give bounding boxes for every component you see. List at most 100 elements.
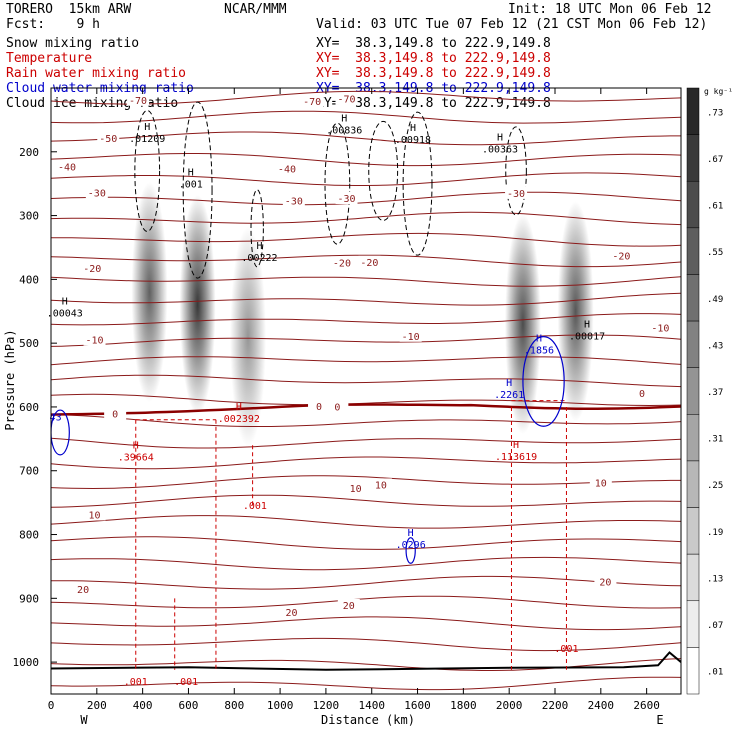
snow-max-value: .01209 (129, 134, 165, 145)
colorbar-segment (686, 460, 700, 508)
isotherm-line (51, 536, 681, 550)
cloud-water-contour (405, 537, 416, 564)
temperature-label-bg (335, 191, 358, 204)
x-tick-label: 1600 (404, 699, 431, 712)
snow-max-value: .00043 (47, 309, 83, 320)
snow-max-value: .00017 (569, 332, 605, 343)
temperature-label-bg (335, 92, 358, 105)
y-tick-label: 600 (19, 401, 39, 414)
cloud-water-max-value: .0296 (396, 540, 426, 551)
temperature-label: -70 (303, 97, 321, 108)
isotherm-line (51, 153, 681, 167)
snow-max-marker: H (410, 123, 416, 134)
snow-max-value: .00836 (326, 125, 362, 136)
isotherm-line (51, 515, 681, 529)
temperature-label: 0 (639, 389, 645, 400)
isotherm-line (51, 110, 681, 124)
temperature-label: -30 (337, 194, 355, 205)
field-xy-temperature: XY= 38.3,149.8 to 222.9,149.8 (316, 51, 551, 66)
snow-shading-column (179, 194, 216, 415)
colorbar-segment (686, 414, 700, 462)
isotherm-line (51, 334, 681, 347)
rain-max-marker: H (133, 441, 139, 452)
cloud-water-max-marker: H (536, 334, 542, 345)
temperature-label: -40 (58, 163, 76, 174)
y-tick-label: 200 (19, 146, 39, 159)
isotherm-line (51, 191, 681, 206)
snow-max-marker: H (584, 320, 590, 331)
isotherm-line (51, 637, 681, 652)
temperature-label-bg (610, 249, 633, 262)
isotherm-line (51, 456, 681, 470)
temperature-label: -30 (285, 197, 303, 208)
rain-max-marker: H (513, 440, 519, 451)
snow-max-marker: H (341, 113, 347, 124)
cloud-water-max-marker: H (408, 528, 414, 539)
temperature-label: 10 (375, 480, 387, 491)
temperature-label-bg (589, 476, 612, 489)
snow-shading-column (131, 182, 168, 403)
temperature-label-bg (330, 256, 353, 269)
isotherm-line (51, 393, 681, 407)
freezing-level-line (51, 403, 681, 416)
temperature-label-bg (72, 583, 95, 596)
temperature-label: -70 (129, 96, 147, 107)
colorbar-label: .55 (707, 248, 723, 258)
east-endpoint: E (656, 713, 663, 727)
cloud-water-max-value: .1856 (524, 346, 554, 357)
snow-max-value: .00222 (241, 253, 277, 264)
colorbar-label: .07 (707, 621, 723, 631)
colorbar-segment (686, 600, 700, 648)
temperature-label: 20 (77, 585, 89, 596)
colorbar-label: .49 (707, 295, 723, 305)
temperature-label-bg (282, 194, 305, 207)
temperature-label-bg (83, 333, 106, 346)
x-tick-label: 200 (87, 699, 107, 712)
org-label: NCAR/MMM (224, 2, 287, 17)
snow-dashed-contour (182, 101, 213, 279)
temperature-label: -10 (402, 332, 420, 343)
temperature-label: -20 (83, 264, 101, 275)
colorbar-label: .25 (707, 481, 723, 491)
isotherm-line (51, 211, 681, 226)
temperature-label-bg (56, 160, 79, 173)
plot-frame (50, 87, 682, 695)
field-xy-snow: XY= 38.3,149.8 to 222.9,149.8 (316, 36, 551, 51)
temperature-label: 10 (350, 484, 362, 495)
rain-max-marker: H (236, 402, 242, 413)
isotherm-line (51, 437, 681, 449)
snow-dashed-contour (505, 126, 527, 216)
temperature-label: -50 (99, 134, 117, 145)
temperature-label-bg (301, 95, 324, 108)
colorbar-segment (686, 227, 700, 275)
isotherm-line (51, 292, 681, 306)
valid-time: Valid: 03 UTC Tue 07 Feb 12 (21 CST Mon … (316, 17, 708, 32)
isotherm-line (51, 172, 681, 186)
temperature-label-bg (594, 575, 617, 588)
temperature-label-bg (505, 186, 528, 199)
isotherm-line (51, 276, 681, 287)
snow-dashed-contour (134, 109, 161, 232)
y-axis-title: Pressure (hPa) (3, 329, 17, 430)
y-tick-label: 400 (19, 273, 39, 286)
rain-max-value: .39664 (118, 453, 154, 464)
isotherm-line (51, 595, 681, 609)
isotherm-line (51, 90, 681, 105)
cloud-water-max-value: 43 (50, 413, 62, 424)
isotherm-line (51, 313, 681, 326)
colorbar-label: .31 (707, 435, 723, 445)
isotherm-line (51, 556, 681, 571)
isotherm-line (51, 254, 681, 268)
temperature-label: -20 (333, 258, 351, 269)
x-tick-label: 400 (133, 699, 153, 712)
temperature-label-bg (631, 387, 654, 400)
colorbar-label: .13 (707, 574, 723, 584)
isotherm-line (51, 374, 681, 388)
cloud-water-max-marker: H (506, 378, 512, 389)
rain-max-value: .002392 (218, 414, 260, 425)
x-tick-label: 800 (224, 699, 244, 712)
colorbar-label: .61 (707, 202, 723, 212)
temperature-label: -20 (360, 258, 378, 269)
x-tick-label: 1400 (358, 699, 385, 712)
